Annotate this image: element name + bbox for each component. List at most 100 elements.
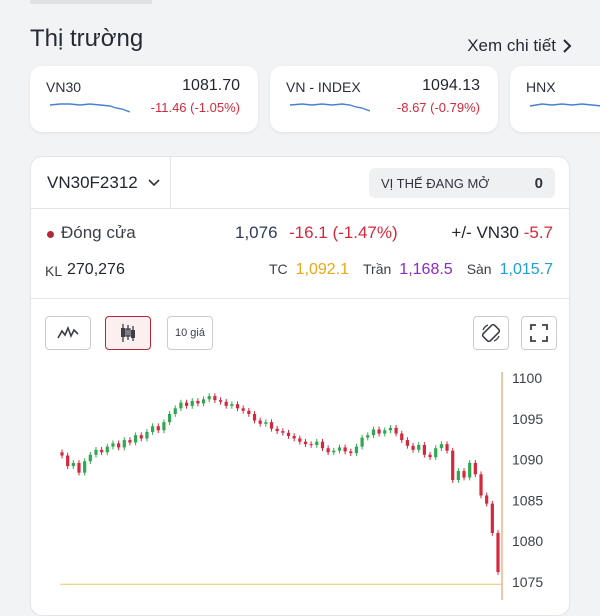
- panel-header: VỊ THẾ ĐANG MỞ 0: [171, 157, 569, 209]
- index-name: VN30: [46, 79, 82, 95]
- candle-body: [77, 462, 81, 473]
- candle-body: [162, 422, 166, 431]
- ref-value: 1,092.1: [295, 261, 350, 278]
- contract-selector[interactable]: VN30F2312: [31, 157, 171, 209]
- candle-body: [343, 447, 347, 452]
- candle-body: [94, 449, 98, 455]
- candle-body: [66, 455, 70, 467]
- basis-label: +/- VN30: [451, 223, 519, 242]
- basis: +/- VN30 -5.7: [451, 223, 553, 243]
- fullscreen-button[interactable]: [521, 316, 557, 350]
- candle-body: [315, 441, 319, 445]
- close-value: 1,076: [235, 223, 278, 242]
- y-tick-label: 1080: [512, 533, 543, 549]
- contract-panel: VN30F2312 VỊ THẾ ĐANG MỞ 0 Đóng cửa 1,07…: [30, 156, 570, 616]
- candle-body: [117, 443, 121, 448]
- rotate-button[interactable]: [473, 316, 509, 350]
- candle-body: [173, 408, 177, 414]
- candle-body: [60, 452, 64, 456]
- candle-body: [292, 436, 296, 439]
- candle-body: [456, 471, 460, 480]
- y-tick-label: 1095: [512, 411, 543, 427]
- index-change: -8.67 (-0.79%): [396, 100, 480, 115]
- section-title: Thị trường: [30, 25, 144, 52]
- candle-body: [105, 446, 109, 453]
- candle-body: [230, 404, 234, 406]
- candle-body: [411, 445, 415, 450]
- candle-body: [88, 454, 92, 462]
- candle-body: [145, 431, 149, 439]
- candle-body: [490, 503, 494, 533]
- candle-body: [281, 431, 285, 433]
- price-refs: TC 1,092.1 Trần 1,168.5 Sàn 1,015.7: [269, 261, 553, 279]
- sparkline-icon: [50, 103, 130, 113]
- see-more-link[interactable]: Xem chi tiết: [467, 36, 572, 56]
- index-name: HNX: [526, 79, 556, 95]
- line-chart-button[interactable]: [45, 316, 91, 350]
- candle-body: [252, 414, 257, 421]
- rotate-screen-icon: [481, 323, 501, 343]
- candle-body: [83, 461, 87, 473]
- candle-body: [224, 401, 228, 406]
- candle-body: [417, 444, 421, 450]
- ref-label: TC: [268, 261, 288, 277]
- index-card-vnindex[interactable]: VN - INDEX 1094.13 -8.67 (-0.79%): [270, 66, 498, 132]
- see-more-label: Xem chi tiết: [467, 36, 556, 55]
- price-chart[interactable]: 1100 1095 1090 1085 1080 1075: [30, 370, 570, 600]
- candle-body: [128, 440, 132, 443]
- candle-body: [286, 432, 291, 436]
- candle-body: [264, 422, 268, 424]
- candle-body: [349, 451, 353, 454]
- candle-body: [241, 408, 245, 411]
- top-tab-indicator: [30, 0, 152, 4]
- candle-body: [422, 444, 426, 455]
- close-row: Đóng cửa 1,076 -16.1 (-1.47%) +/- VN30 -…: [45, 223, 553, 245]
- ten-price-button[interactable]: 10 giá: [167, 316, 213, 350]
- candle-body: [400, 433, 404, 441]
- ceiling-label: Trần: [363, 261, 392, 277]
- index-card-hnx[interactable]: HNX: [510, 66, 600, 132]
- candle-body: [134, 435, 138, 443]
- candle-body: [377, 429, 381, 434]
- candle-body: [247, 410, 251, 414]
- candle-body: [468, 462, 472, 478]
- candle-body: [150, 426, 155, 432]
- index-card-vn30[interactable]: VN30 1081.70 -11.46 (-1.05%): [30, 66, 258, 132]
- candle-body: [394, 427, 398, 434]
- candle-body: [207, 396, 211, 400]
- sparkline-icon: [290, 103, 370, 112]
- candle-body: [473, 462, 477, 475]
- candle-body: [405, 440, 410, 446]
- index-change: -11.46 (-1.05%): [150, 100, 240, 115]
- candle-body: [462, 471, 466, 478]
- index-value: 1081.70: [182, 77, 240, 94]
- close-change: -16.1 (-1.47%): [289, 223, 398, 242]
- candle-body: [71, 462, 75, 467]
- candle-body: [111, 443, 115, 447]
- candle-body: [179, 402, 183, 409]
- close-label: Đóng cửa: [61, 223, 136, 242]
- divider: [31, 298, 569, 299]
- candle-body: [388, 427, 393, 431]
- candle-body: [298, 438, 302, 442]
- candle-body: [479, 474, 483, 496]
- candle-body: [332, 450, 336, 453]
- index-name: VN - INDEX: [286, 79, 361, 95]
- candle-body: [445, 444, 449, 451]
- contract-code: VN30F2312: [47, 172, 138, 192]
- basis-value: -5.7: [523, 223, 553, 242]
- candlestick-button[interactable]: [105, 316, 151, 350]
- candle-body: [213, 396, 217, 401]
- sparkline-icon: [530, 103, 600, 107]
- open-position-box[interactable]: VỊ THẾ ĐANG MỞ 0: [369, 168, 555, 198]
- candle-body: [218, 400, 223, 402]
- candle-body: [201, 399, 206, 404]
- candle-body: [258, 420, 262, 424]
- candle-body: [167, 414, 172, 423]
- ceiling-value: 1,168.5: [399, 261, 453, 278]
- candle-body: [428, 454, 432, 458]
- ten-price-label: 10 giá: [175, 327, 205, 339]
- candle-body: [383, 430, 387, 434]
- open-position-value: 0: [534, 174, 543, 192]
- open-position-label: VỊ THẾ ĐANG MỞ: [381, 175, 490, 191]
